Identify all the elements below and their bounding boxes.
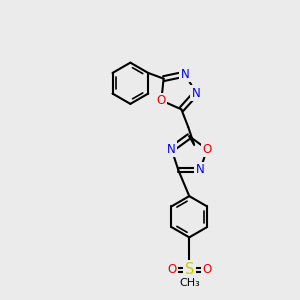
Text: N: N	[181, 68, 189, 81]
Text: CH₃: CH₃	[179, 278, 200, 289]
Text: N: N	[192, 87, 200, 100]
Text: S: S	[184, 262, 194, 277]
Text: N: N	[167, 142, 176, 156]
Text: O: O	[167, 263, 176, 276]
Text: O: O	[202, 142, 211, 156]
Text: N: N	[196, 164, 205, 176]
Text: O: O	[202, 263, 212, 276]
Text: O: O	[157, 94, 166, 107]
